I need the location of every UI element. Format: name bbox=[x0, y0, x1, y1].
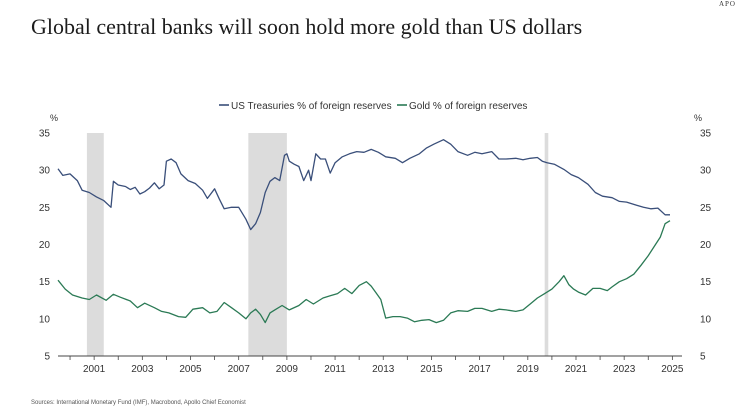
legend-label-treasuries: US Treasuries % of foreign reserves bbox=[231, 101, 392, 112]
x-tick-label: 2011 bbox=[324, 364, 346, 375]
x-tick-label: 2017 bbox=[468, 364, 491, 375]
x-tick-label: 2001 bbox=[83, 364, 106, 375]
legend: US Treasuries % of foreign reserves Gold… bbox=[219, 101, 527, 112]
x-tick-label: 2007 bbox=[228, 364, 251, 375]
y-tick-label-right: 5 bbox=[700, 352, 706, 363]
y-tick-label-left: 10 bbox=[39, 314, 51, 325]
source-note: Sources: International Monetary Fund (IM… bbox=[31, 400, 246, 406]
y-tick-label-left: 5 bbox=[44, 352, 50, 363]
chart-title: Global central banks will soon hold more… bbox=[31, 14, 583, 39]
treasuries-line bbox=[57, 139, 670, 231]
y-tick-label-right: 35 bbox=[700, 129, 712, 140]
x-tick-label: 2019 bbox=[517, 364, 540, 375]
y-tick-label-left: 35 bbox=[39, 129, 51, 140]
x-tick-label: 2013 bbox=[372, 364, 395, 375]
x-tick-label: 2023 bbox=[613, 364, 636, 375]
x-tick-label: 2009 bbox=[276, 364, 299, 375]
recession-shading bbox=[86, 133, 549, 356]
x-tick-label: 2005 bbox=[179, 364, 202, 375]
y-tick-label-right: 25 bbox=[700, 203, 712, 214]
y-axis-ticks: 35 35 30 30 25 25 20 20 15 15 10 10 5 5 bbox=[39, 129, 712, 363]
left-axis-unit: % bbox=[50, 113, 58, 123]
x-tick-label: 2015 bbox=[420, 364, 443, 375]
y-tick-label-left: 15 bbox=[39, 277, 51, 288]
gold-line bbox=[57, 220, 671, 324]
x-tick-label: 2025 bbox=[661, 364, 684, 375]
brand-logo: APO bbox=[718, 0, 736, 8]
recession-band bbox=[86, 133, 104, 356]
recession-band bbox=[544, 133, 549, 356]
y-tick-label-right: 20 bbox=[700, 240, 712, 251]
legend-label-gold: Gold % of foreign reserves bbox=[409, 101, 527, 112]
right-axis-unit: % bbox=[694, 113, 702, 123]
series-lines bbox=[57, 139, 671, 324]
y-tick-label-left: 25 bbox=[39, 203, 51, 214]
y-tick-label-left: 30 bbox=[39, 166, 51, 177]
x-tick-label: 2021 bbox=[565, 364, 588, 375]
y-tick-label-right: 10 bbox=[700, 314, 712, 325]
x-axis: 2001 2003 2005 2007 2009 2011 2013 2015 2017 2019… bbox=[58, 355, 684, 375]
y-tick-label-right: 15 bbox=[700, 277, 712, 288]
y-tick-label-left: 20 bbox=[39, 240, 51, 251]
x-tick-label: 2003 bbox=[131, 364, 154, 375]
recession-band bbox=[248, 133, 287, 356]
y-tick-label-right: 30 bbox=[700, 166, 712, 177]
